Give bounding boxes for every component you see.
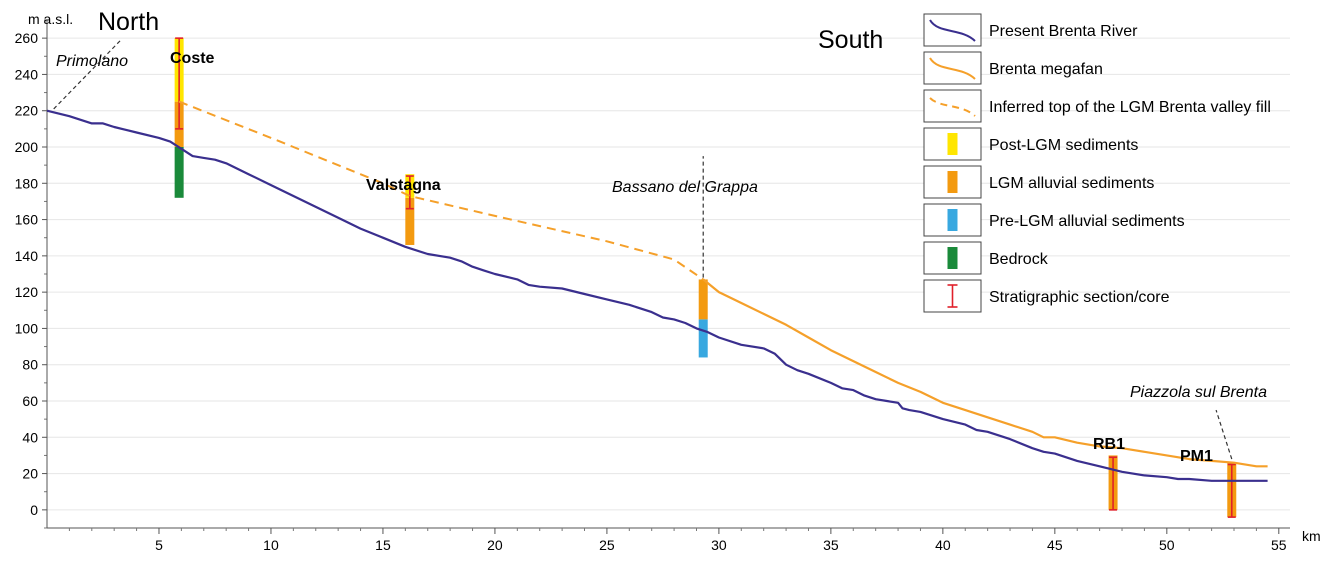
y-tick-label: 40 <box>22 429 38 445</box>
legend-item-inferred-top-of-the-lgm-brenta-valley-fill: Inferred top of the LGM Brenta valley fi… <box>923 89 1271 123</box>
y-tick-label: 200 <box>15 139 39 155</box>
legend-label: LGM alluvial sediments <box>989 175 1154 192</box>
x-tick-label: 50 <box>1159 537 1175 553</box>
y-tick-label: 160 <box>15 212 39 228</box>
x-tick-label: 20 <box>487 537 503 553</box>
legend-label: Brenta megafan <box>989 61 1103 78</box>
core-rb1 <box>1109 456 1118 511</box>
y-tick-label: 140 <box>15 248 39 264</box>
y-tick-label: 220 <box>15 103 39 119</box>
legend-item-lgm-alluvial-sediments: LGM alluvial sediments <box>923 165 1154 199</box>
x-tick-label: 45 <box>1047 537 1063 553</box>
bassano-label: Bassano del Grappa <box>612 179 758 196</box>
valstagna-label: Valstagna <box>366 177 441 194</box>
legend-label: Inferred top of the LGM Brenta valley fi… <box>989 99 1271 116</box>
x-tick-label: 5 <box>155 537 163 553</box>
legend-swatch-bar <box>947 209 958 231</box>
piazzola-leader <box>1215 409 1233 460</box>
legend-item-brenta-megafan: Brenta megafan <box>923 51 1103 85</box>
grid-lines <box>47 37 1290 511</box>
x-tick-label: 15 <box>375 537 391 553</box>
south-label: South <box>818 26 883 54</box>
legend-label: Present Brenta River <box>989 23 1138 40</box>
legend-swatch-box <box>923 51 982 85</box>
pm1-label: PM1 <box>1180 448 1213 465</box>
coste-label: Coste <box>170 50 215 67</box>
series-present-brenta-river <box>46 109 1268 482</box>
x-axis-label: km <box>1302 528 1321 544</box>
legend-item-pre-lgm-alluvial-sediments: Pre-LGM alluvial sediments <box>923 203 1185 237</box>
legend-swatch-bar <box>947 171 958 193</box>
north-label: North <box>98 8 159 36</box>
legend-label: Post-LGM sediments <box>989 137 1138 154</box>
series-inferred-top-of-the-lgm-brenta-valley-fill <box>178 100 704 281</box>
x-tick-label: 25 <box>599 537 615 553</box>
x-tick-label: 35 <box>823 537 839 553</box>
column-segment-valstagna-lgm-alluvial-sediments <box>405 197 415 245</box>
legend-label: Pre-LGM alluvial sediments <box>989 213 1185 230</box>
column-segment-coste-bedrock <box>174 147 184 198</box>
x-tick-label: 40 <box>935 537 951 553</box>
core-valstagna <box>405 175 414 210</box>
y-tick-label: 0 <box>30 502 38 518</box>
y-tick-label: 180 <box>15 175 39 191</box>
core-coste <box>175 37 184 130</box>
core-pm1 <box>1227 463 1236 518</box>
y-tick-label: 240 <box>15 66 39 82</box>
series-lines <box>46 100 1268 482</box>
x-tick-label: 55 <box>1271 537 1287 553</box>
legend-swatch-bar <box>947 247 958 269</box>
legend-label: Bedrock <box>989 251 1049 268</box>
legend-swatch-dashed <box>929 97 976 117</box>
y-axis-label: m a.s.l. <box>28 11 73 27</box>
legend-item-bedrock: Bedrock <box>923 241 1049 275</box>
legend-swatch-box <box>923 13 982 47</box>
column-segment-bassano-del-grappa-lgm-alluvial-sediments <box>698 279 708 320</box>
axes: 0 20 40 60 80 100 120 140 160 180 200 220 240 260 5 10 1… <box>15 19 1290 553</box>
y-tick-label: 20 <box>22 466 38 482</box>
y-tick-label: 120 <box>15 284 39 300</box>
legend-item-post-lgm-sediments: Post-LGM sediments <box>923 127 1138 161</box>
legend-swatch-line <box>929 19 976 42</box>
y-tick-label: 80 <box>22 357 38 373</box>
y-tick-label: 60 <box>22 393 38 409</box>
piazzola-label: Piazzola sul Brenta <box>1130 384 1267 401</box>
annotations: m a.s.l. km North South Primolano Bassan… <box>28 8 1321 544</box>
legend-label: Stratigraphic section/core <box>989 289 1170 306</box>
legend-swatch-bar <box>947 133 958 155</box>
legend-item-stratigraphic-section-core: Stratigraphic section/core <box>923 279 1170 313</box>
legend-item-present-brenta-river: Present Brenta River <box>923 13 1138 47</box>
x-tick-label: 10 <box>263 537 279 553</box>
series-brenta-megafan <box>702 278 1268 468</box>
y-tick-label: 260 <box>15 30 39 46</box>
x-tick-label: 30 <box>711 537 727 553</box>
primolano-leader <box>53 39 122 110</box>
rb1-label: RB1 <box>1093 436 1125 453</box>
primolano-label: Primolano <box>56 53 128 70</box>
stratigraphic-columns <box>174 37 1237 518</box>
column-segment-bassano-del-grappa-pre-lgm-alluvial-sediments <box>698 319 708 358</box>
y-tick-label: 100 <box>15 320 39 336</box>
legend-swatch-line <box>929 57 976 80</box>
legend: Present Brenta River Brenta megafan Inferr… <box>923 13 1271 313</box>
